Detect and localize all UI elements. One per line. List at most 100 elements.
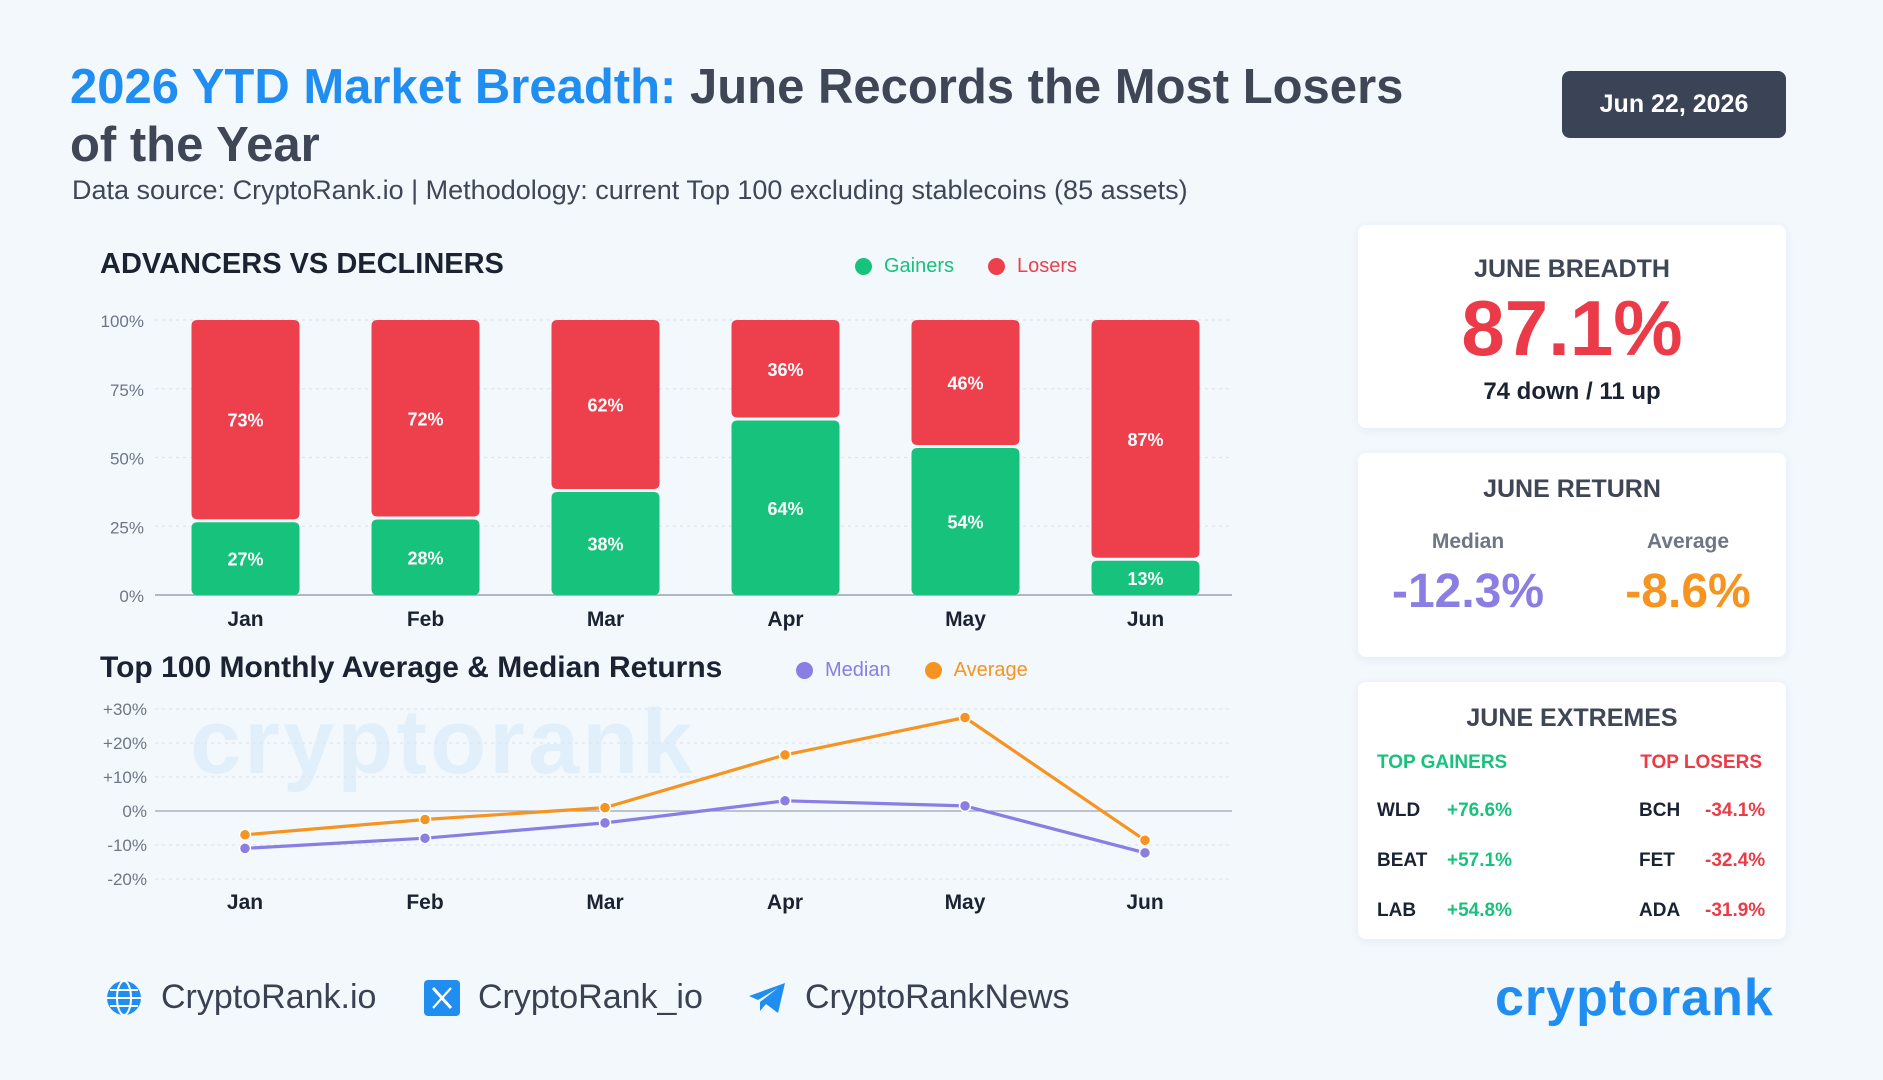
title-rest: June Records the Most Losers of the Year [70, 60, 1404, 172]
legend-losers-label: Losers [1017, 255, 1078, 277]
breadth-card-title: JUNE BREADTH [1474, 255, 1670, 283]
median-point [1138, 846, 1152, 860]
median-return-value: -12.3% [1391, 565, 1545, 618]
bar-x-tick-label: Feb [407, 608, 444, 631]
data-source-subtitle: Data source: CryptoRank.io | Methodology… [72, 175, 1188, 205]
average-line [244, 715, 1146, 842]
median-line [244, 799, 1146, 855]
legend-gainers: Gainers [855, 255, 954, 278]
line-y-tick-label: +30% [103, 700, 147, 719]
june-breadth-card: JUNE BREADTH 87.1% 74 down / 11 up [1358, 225, 1786, 428]
average-point [778, 748, 792, 762]
line-chart-title: Top 100 Monthly Average & Median Returns [100, 651, 723, 684]
gainers-bar-label: 28% [407, 548, 443, 568]
gainer-row: BEAT +57.1% [1377, 850, 1512, 872]
average-point [418, 813, 432, 826]
losers-bar-label: 72% [407, 409, 443, 429]
footer-telegram-label: CryptoRankNews [805, 978, 1070, 1016]
gainer-symbol: WLD [1377, 800, 1421, 821]
line-y-tick-label: 0% [122, 802, 147, 821]
gainer-symbol: BEAT [1377, 850, 1428, 871]
losers-bar-label: 46% [947, 374, 983, 394]
legend-median-swatch [796, 662, 813, 679]
line-x-tick-label: Apr [767, 891, 803, 914]
gainers-bar [551, 492, 660, 595]
gainers-bar-label: 38% [587, 535, 623, 555]
bar-x-tick-label: Mar [587, 608, 624, 631]
median-point [238, 842, 252, 855]
line-chart-legend: Median Average [796, 659, 1028, 682]
average-return-label: Average [1646, 530, 1730, 553]
gainers-bar-label: 64% [767, 499, 803, 519]
gainers-bar [371, 519, 480, 595]
losers-bar [551, 320, 660, 489]
average-return-value: -8.6% [1625, 565, 1751, 618]
gainers-bar [191, 522, 300, 595]
line-x-tick-label: May [945, 891, 986, 914]
gainers-bar [731, 420, 840, 595]
bar-x-tick-label: Apr [767, 608, 803, 631]
footer-x-handle-label: CryptoRank_io [478, 978, 703, 1016]
line-x-tick-label: Jun [1126, 891, 1163, 914]
losers-bar [1091, 320, 1200, 558]
median-return: Median -12.3% [1378, 530, 1558, 619]
average-point [238, 828, 252, 842]
line-y-tick-label: -20% [107, 870, 147, 889]
median-return-label: Median [1431, 530, 1505, 553]
loser-row: BCH -34.1% [1639, 800, 1765, 822]
loser-symbol: FET [1639, 850, 1675, 871]
gainers-bar-label: 13% [1127, 569, 1163, 589]
bar-y-tick-label: 75% [110, 381, 144, 400]
globe-icon [107, 979, 141, 1016]
loser-change: -32.4% [1705, 850, 1766, 871]
gainers-bar [911, 448, 1020, 595]
losers-bar [191, 320, 300, 520]
top-losers-heading: TOP LOSERS [1640, 752, 1762, 773]
losers-bar-label: 73% [227, 411, 263, 431]
gainer-row: LAB +54.8% [1377, 900, 1512, 922]
legend-average-label: Average [953, 659, 1028, 681]
watermark: cryptorank [190, 691, 696, 793]
legend-gainers-label: Gainers [884, 255, 955, 277]
bar-y-tick-label: 0% [119, 587, 144, 606]
gainers-bar-label: 54% [947, 513, 983, 533]
telegram-icon [749, 982, 785, 1013]
line-x-tick-label: Jan [227, 891, 263, 914]
extremes-card-title: JUNE EXTREMES [1466, 704, 1678, 732]
gainers-bar-label: 27% [227, 550, 263, 570]
bar-y-tick-label: 100% [101, 312, 144, 331]
gainer-change: +76.6% [1447, 800, 1512, 821]
cryptorank-logo: cryptorank [1495, 969, 1774, 1027]
loser-row: FET -32.4% [1639, 850, 1765, 872]
bar-x-tick-label: May [945, 608, 986, 631]
line-y-tick-label: +10% [103, 768, 147, 787]
date-badge: Jun 22, 2026 [1562, 71, 1786, 138]
gainers-bar [1091, 560, 1200, 595]
median-point [778, 794, 792, 808]
title-highlight: 2026 YTD Market Breadth: [70, 60, 677, 114]
footer-telegram[interactable]: CryptoRankNews [747, 978, 1070, 1017]
bar-y-tick-label: 25% [110, 518, 144, 537]
bar-x-tick-label: Jun [1127, 608, 1164, 631]
median-point [418, 831, 432, 845]
top-gainers-heading: TOP GAINERS [1377, 752, 1508, 773]
legend-gainers-swatch [855, 258, 872, 275]
line-y-tick-label: +20% [103, 734, 147, 753]
legend-losers: Losers [988, 255, 1077, 278]
losers-bar-label: 62% [587, 396, 623, 416]
bar-chart-title: ADVANCERS VS DECLINERS [100, 248, 504, 280]
line-x-tick-label: Feb [406, 891, 443, 914]
footer-x-handle[interactable]: CryptoRank_io [424, 978, 703, 1017]
legend-average-swatch [924, 662, 942, 679]
gainer-change: +54.8% [1447, 900, 1512, 921]
losers-bar-label: 36% [767, 360, 803, 380]
page-title: 2026 YTD Market Breadth: June Records th… [70, 58, 1450, 174]
bar-chart-legend: Gainers Losers [855, 255, 1077, 278]
footer-website[interactable]: CryptoRank.io [105, 978, 376, 1017]
breadth-count: 74 down / 11 up [1483, 378, 1661, 405]
legend-average: Average [924, 659, 1028, 682]
june-return-card: JUNE RETURN Median -12.3% Average -8.6% [1358, 453, 1786, 657]
legend-losers-swatch [988, 258, 1006, 275]
losers-bar [911, 320, 1020, 445]
